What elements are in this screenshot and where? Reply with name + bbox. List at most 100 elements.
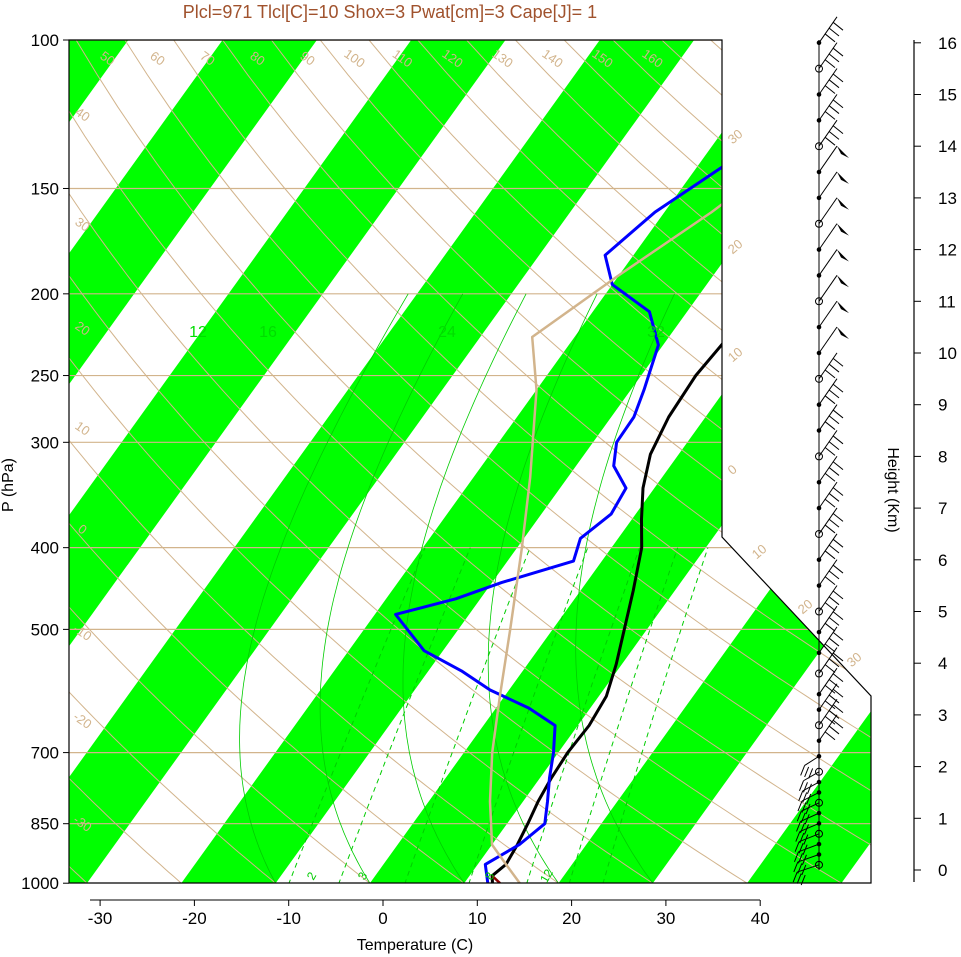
isotherm-right-label: 30 bbox=[725, 126, 746, 147]
wind-barb-feather bbox=[832, 631, 844, 641]
wind-barb-feather bbox=[824, 684, 836, 694]
wind-barb bbox=[818, 430, 838, 457]
wind-barb-feather bbox=[824, 369, 836, 379]
dry-adiabat bbox=[271, 40, 871, 883]
height-tick-label: 14 bbox=[938, 137, 957, 156]
wind-station-marker bbox=[815, 374, 823, 383]
mixing-ratio-line bbox=[398, 547, 531, 883]
wind-barb-feather bbox=[832, 357, 844, 367]
x-tick-label: 20 bbox=[562, 909, 581, 928]
wind-barb-feather bbox=[824, 622, 836, 632]
wind-barb bbox=[801, 792, 820, 802]
isotherm-band bbox=[370, 40, 871, 883]
mixing-ratio-label: 8 bbox=[482, 869, 498, 882]
theta-label: 70 bbox=[197, 48, 217, 69]
x-tick-label: -20 bbox=[182, 909, 207, 928]
dry-adiabat bbox=[319, 40, 871, 883]
wind-barb-feather bbox=[828, 518, 840, 528]
dewpoint-line bbox=[394, 49, 871, 883]
theta-label: 140 bbox=[539, 46, 565, 71]
wind-barb-feather bbox=[800, 812, 806, 823]
y-tick-label: 400 bbox=[31, 539, 59, 558]
wind-station-marker bbox=[815, 607, 823, 616]
wind-barb-feather bbox=[801, 854, 807, 865]
wind-barb bbox=[797, 854, 820, 863]
moist-adiabat bbox=[575, 293, 675, 883]
height-axis-label: Height (Km) bbox=[884, 447, 901, 532]
wind-barb-feather bbox=[792, 871, 798, 883]
wind-barb-feather bbox=[799, 780, 804, 791]
wind-barb-feather bbox=[807, 783, 812, 794]
wind-barb-feather bbox=[828, 467, 840, 476]
wind-barb-feather bbox=[832, 383, 844, 393]
wind-barb-flag bbox=[837, 249, 849, 262]
wind-barb bbox=[818, 533, 838, 561]
wind-barb-feather bbox=[803, 834, 809, 845]
wind-barb-feather bbox=[828, 570, 840, 580]
wind-station-marker bbox=[815, 767, 823, 776]
wind-barb-feather bbox=[793, 861, 799, 873]
dry-adiabat bbox=[124, 40, 871, 883]
wind-station-marker bbox=[815, 829, 823, 838]
wind-barb-feather bbox=[832, 652, 844, 662]
height-tick-label: 15 bbox=[938, 86, 957, 105]
height-tick-label: 2 bbox=[938, 758, 947, 777]
theta-label: 80 bbox=[247, 48, 267, 69]
theta-label: 100 bbox=[341, 46, 367, 71]
wind-barb-feather bbox=[824, 447, 836, 456]
wind-barb-feather bbox=[797, 853, 803, 864]
x-tick-label: -30 bbox=[88, 909, 113, 928]
isotherm-right-label: 10 bbox=[725, 344, 746, 365]
wind-barb-feather bbox=[824, 576, 836, 586]
moist-adiabat bbox=[319, 293, 464, 883]
wind-barb-feather bbox=[832, 461, 844, 471]
wind-station-marker bbox=[815, 798, 823, 807]
wind-barb-feather bbox=[832, 99, 844, 109]
wind-barb bbox=[818, 698, 838, 726]
wind-barb-feather bbox=[828, 441, 840, 450]
wind-barb-feather bbox=[798, 790, 804, 802]
y-axis: 100 150 200 250 300 400 500 700 850 1000 bbox=[21, 31, 70, 893]
wind-barb bbox=[798, 843, 820, 853]
wind-barb-feather bbox=[824, 715, 836, 725]
wind-barb bbox=[797, 864, 820, 873]
wind-barb bbox=[818, 171, 838, 199]
mixing-ratio-label: 12 bbox=[537, 866, 556, 885]
wind-barb-feather bbox=[832, 73, 844, 83]
wind-barb bbox=[818, 326, 838, 354]
wind-barb-feather bbox=[800, 765, 806, 776]
wind-barb-flag bbox=[837, 171, 849, 184]
wind-barb-feather bbox=[800, 874, 806, 886]
height-tick-label: 8 bbox=[938, 447, 947, 466]
wind-barb-feather bbox=[828, 544, 840, 554]
y-axis-label: P (hPa) bbox=[0, 458, 17, 512]
theta-left-label: 20 bbox=[72, 318, 92, 339]
height-tick-label: 13 bbox=[938, 189, 957, 208]
wind-barb-feather bbox=[832, 125, 844, 134]
dry-adiabat bbox=[69, 40, 871, 883]
wind-barb-feather bbox=[828, 27, 840, 37]
wind-barb bbox=[804, 755, 820, 766]
theta-label: 90 bbox=[297, 48, 317, 69]
dry-adiabat bbox=[75, 40, 871, 883]
mixing-ratio-line bbox=[520, 547, 641, 883]
wind-barb-feather bbox=[804, 814, 810, 825]
wind-barb-feather bbox=[832, 564, 844, 574]
height-tick-label: 11 bbox=[938, 292, 956, 311]
wind-barb bbox=[818, 275, 838, 302]
wind-barb bbox=[800, 812, 820, 822]
wind-barb-feather bbox=[824, 59, 836, 69]
wind-barb bbox=[818, 667, 838, 695]
moist-adiabat bbox=[239, 293, 409, 883]
wind-barb-feather bbox=[824, 731, 836, 741]
moist-adiabat-label: 24 bbox=[438, 324, 456, 341]
mixing-ratio-line bbox=[331, 547, 471, 883]
wind-barb bbox=[818, 559, 838, 586]
wind-barb-feather bbox=[824, 395, 836, 405]
wind-barb bbox=[818, 378, 838, 405]
height-tick-label: 10 bbox=[938, 344, 957, 363]
wind-barb bbox=[803, 771, 820, 782]
wind-barb-feather bbox=[828, 363, 840, 373]
wind-barb-feather bbox=[828, 616, 840, 626]
